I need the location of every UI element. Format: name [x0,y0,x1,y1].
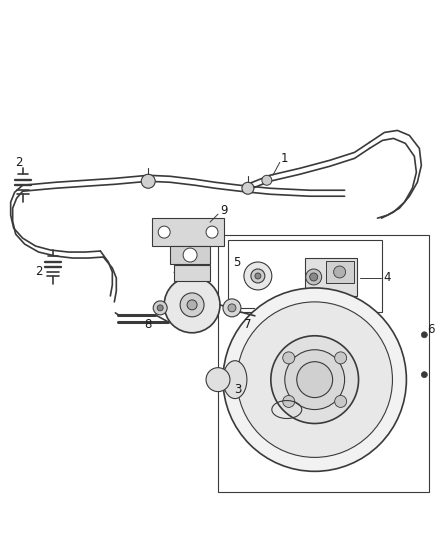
Text: 1: 1 [281,152,289,165]
Circle shape [334,266,346,278]
Circle shape [421,332,427,338]
Circle shape [285,350,345,409]
Circle shape [335,395,346,407]
Circle shape [228,304,236,312]
Circle shape [306,269,321,285]
Bar [152,218,224,246]
Circle shape [310,273,318,281]
Circle shape [180,293,204,317]
Text: 8: 8 [145,318,152,332]
Circle shape [164,277,220,333]
Circle shape [251,269,265,283]
Circle shape [223,288,406,471]
Bar [218,235,429,492]
Text: 3: 3 [234,383,242,396]
Bar [305,258,357,296]
Circle shape [297,362,332,398]
Text: 2: 2 [15,156,22,169]
Circle shape [206,368,230,392]
Circle shape [242,182,254,194]
Circle shape [157,305,163,311]
Circle shape [158,226,170,238]
Text: 4: 4 [384,271,391,285]
Text: 6: 6 [427,324,435,336]
Text: 5: 5 [233,255,240,269]
Circle shape [237,302,392,457]
Circle shape [244,262,272,290]
Circle shape [283,395,295,407]
Circle shape [335,352,346,364]
Text: 9: 9 [220,204,228,217]
Circle shape [153,301,167,315]
Text: 7: 7 [244,318,252,332]
Bar [174,265,210,281]
Ellipse shape [223,361,247,399]
Circle shape [183,248,197,262]
Circle shape [187,300,197,310]
Circle shape [421,372,427,378]
Circle shape [271,336,359,424]
Circle shape [255,273,261,279]
Circle shape [206,226,218,238]
Circle shape [283,352,295,364]
Bar [326,261,353,283]
Bar [170,246,210,264]
Bar [228,240,382,312]
Circle shape [223,299,241,317]
Text: 2: 2 [35,265,42,278]
Circle shape [262,175,272,185]
Circle shape [141,174,155,188]
